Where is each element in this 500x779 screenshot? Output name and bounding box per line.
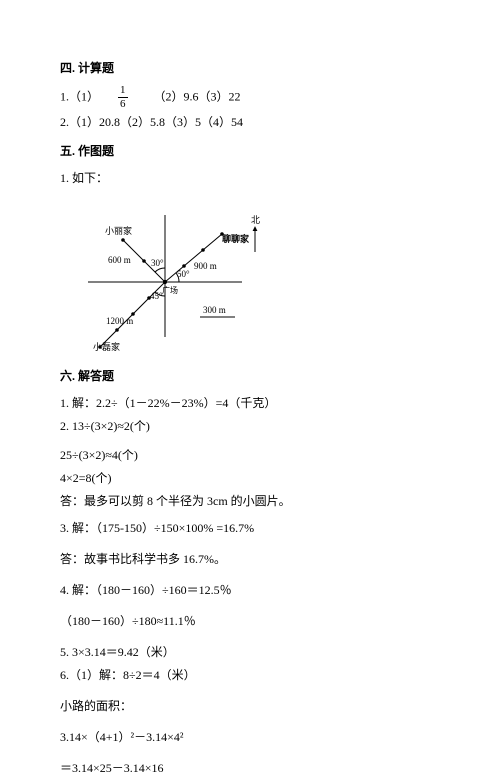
s5-line1: 1. 如下：: [60, 168, 440, 189]
s4-line1: 1.（1） 1 6 （2）9.6（3）22: [60, 85, 440, 110]
s6-l11: 6.（1）解：8÷2＝4（米）: [60, 665, 440, 686]
s4-l1-p1: 1.（1）: [60, 89, 99, 103]
section-6-title: 六. 解答题: [60, 366, 440, 387]
s6-l2: 2. 13÷(3×2)≈2(个): [60, 416, 440, 437]
d-angle-right: 50°: [177, 269, 190, 279]
s6-l8: 4. 解：（180－160）÷160＝12.5％: [60, 580, 440, 601]
d-scale: 300 m: [203, 305, 226, 315]
s6-l1: 1. 解：2.2÷（1－22%－23%）=4（千克）: [60, 393, 440, 414]
s4-line2: 2.（1）20.8（2）5.8（3）5（4）54: [60, 112, 440, 133]
section-5-title: 五. 作图题: [60, 141, 440, 162]
section-4-title: 四. 计算题: [60, 58, 440, 79]
frac-num: 1: [118, 85, 128, 98]
d-north: 北: [251, 215, 260, 225]
s6-l10: 5. 3×3.14＝9.42（米）: [60, 642, 440, 663]
s6-l14: ＝3.14×25－3.14×16: [60, 758, 440, 779]
s6-l13: 3.14×（4+1）²－3.14×4²: [60, 727, 440, 748]
frac-den: 6: [118, 98, 128, 110]
d-label-nw: 小丽家: [105, 225, 132, 236]
compass-diagram: 小丽家 600 m 聊聊家 900 m 30° 50° 45° 广场 1200 …: [60, 197, 440, 352]
d-ne-dist: 900 m: [194, 261, 217, 271]
d-sw-dist: 1200 m: [106, 316, 133, 326]
s6-l12: 小路的面积：: [60, 696, 440, 717]
d-nw-dist: 600 m: [108, 255, 131, 265]
s6-l9: （180－160）÷180≈11.1％: [60, 611, 440, 632]
s4-l1-p2b: （2）9.6（3）22: [154, 89, 241, 103]
d-angle-top: 30°: [151, 258, 164, 268]
s6-l3: 25÷(3×2)≈4(个): [60, 445, 440, 466]
d-label-ne: 聊聊家: [222, 233, 250, 244]
d-label-sw: 小磊家: [93, 341, 120, 352]
s6-l7: 答：故事书比科学书多 16.7%。: [60, 549, 440, 570]
fraction-1-6: 1 6: [118, 85, 128, 110]
s6-l5: 答：最多可以剪 8 个半径为 3cm 的小圆片。: [60, 491, 440, 512]
s6-l6: 3. 解：（175-150）÷150×100% =16.7%: [60, 518, 440, 539]
s6-l4: 4×2=8(个): [60, 468, 440, 489]
d-center: 广场: [162, 285, 178, 295]
